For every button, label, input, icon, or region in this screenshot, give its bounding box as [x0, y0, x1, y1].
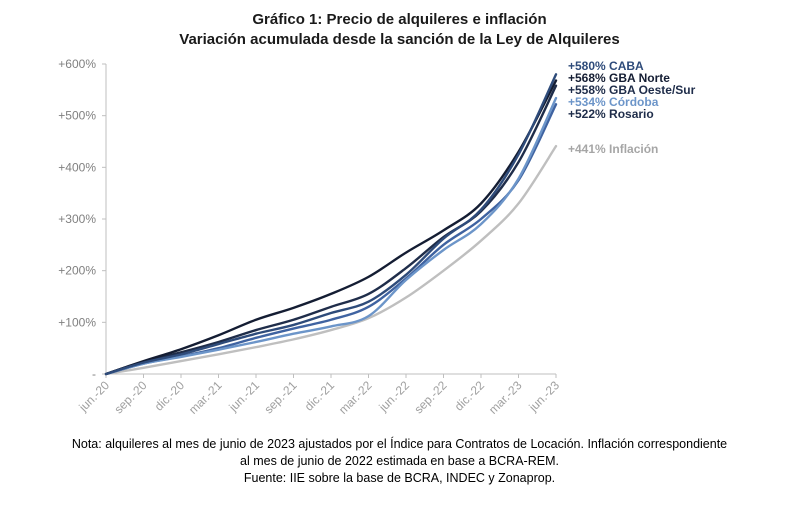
chart-title: Gráfico 1: Precio de alquileres e inflac… [252, 11, 547, 28]
x-tick-label: mar.-21 [186, 378, 225, 417]
x-tick-label: sep.-21 [261, 378, 299, 416]
x-tick-label: jun.-20 [76, 378, 113, 415]
chart-note: Nota: alquileres al mes de junio de 2023… [0, 436, 799, 487]
x-tick-label: dic.-20 [152, 378, 188, 414]
series-end-label-4: +522% Rosario [568, 107, 654, 121]
series-end-label-3: +534% Córdoba [568, 95, 659, 109]
series-line-3 [104, 96, 558, 376]
y-tick-label: +500% [58, 109, 96, 123]
y-tick-label: - [92, 367, 96, 381]
series-line-2 [104, 84, 558, 376]
series-line-0 [104, 73, 558, 376]
y-tick-label: +600% [58, 57, 96, 71]
series-line-1 [104, 79, 558, 376]
y-tick-label: +300% [58, 212, 96, 226]
x-tick-label: sep.-22 [411, 378, 449, 416]
end-labels: +580% CABA+568% GBA Norte+558% GBA Oeste… [568, 59, 696, 156]
x-tick-label: jun.-23 [526, 378, 563, 415]
note-line-3: Fuente: IIE sobre la base de BCRA, INDEC… [243, 471, 556, 485]
x-tick-label: mar.-22 [336, 378, 375, 417]
x-tick-label: dic.-21 [302, 378, 338, 414]
series-line-4 [104, 103, 558, 376]
series-end-label-1: +568% GBA Norte [568, 71, 670, 85]
series-end-label-5: +441% Inflación [568, 142, 658, 156]
note-line-2: al mes de junio de 2022 estimada en base… [240, 454, 559, 468]
x-tick-label: mar.-23 [486, 378, 525, 417]
y-tick-label: +200% [58, 264, 96, 278]
series-end-label-2: +558% GBA Oeste/Sur [568, 83, 696, 97]
chart-title-block: Gráfico 1: Precio de alquileres e inflac… [0, 10, 799, 50]
x-tick-label: sep.-20 [111, 378, 149, 416]
note-line-1: Nota: alquileres al mes de junio de 2023… [71, 437, 728, 451]
y-tick-label: +400% [58, 160, 96, 174]
chart-subtitle: Variación acumulada desde la sanción de … [179, 31, 620, 48]
x-tick-label: dic.-22 [452, 378, 488, 414]
series-lines [104, 73, 558, 376]
x-tick-label: jun.-22 [376, 378, 413, 415]
y-tick-label: +100% [58, 315, 96, 329]
series-line-5 [104, 144, 558, 376]
series-end-label-0: +580% CABA [568, 59, 644, 73]
x-tick-label: jun.-21 [226, 378, 263, 415]
